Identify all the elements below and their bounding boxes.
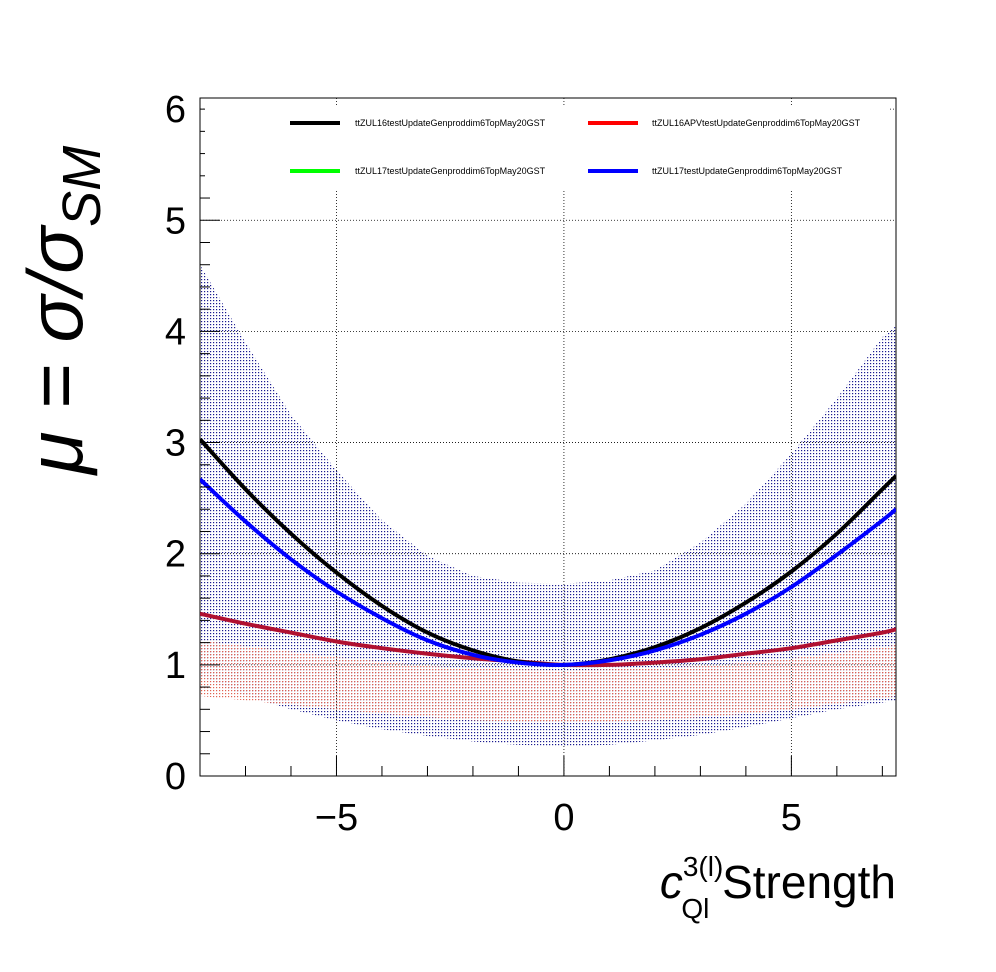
y-tick-label-0: 0 — [165, 756, 186, 798]
y-tick-label-5: 5 — [165, 200, 186, 242]
legend-label-2: ttZUL17testUpdateGenproddim6TopMay20GST — [355, 166, 546, 176]
x-tick-label-1: 0 — [553, 797, 574, 839]
band-1 — [200, 640, 896, 723]
x-tick-label-2: 5 — [781, 797, 802, 839]
x-tick-label-0: −5 — [315, 797, 358, 839]
legend-label-1: ttZUL16APVtestUpdateGenproddim6TopMay20G… — [652, 118, 861, 128]
legend-label-0: ttZUL16testUpdateGenproddim6TopMay20GST — [355, 118, 546, 128]
y-tick-label-3: 3 — [165, 423, 186, 465]
legend-box — [205, 105, 890, 190]
legend-label-3: ttZUL17testUpdateGenproddim6TopMay20GST — [652, 166, 843, 176]
y-axis-title: μ = σ/σSM — [11, 146, 112, 476]
legend: ttZUL16testUpdateGenproddim6TopMay20GST … — [205, 105, 890, 190]
axis-tick-labels: −5 0 5 0 1 2 3 4 5 6 — [165, 89, 802, 839]
x-axis-title: c3(l) Ql Strength — [660, 851, 896, 924]
series-line-3 — [200, 477, 896, 667]
y-tick-label-6: 6 — [165, 89, 186, 131]
y-tick-label-1: 1 — [165, 645, 186, 687]
y-tick-label-4: 4 — [165, 311, 186, 353]
y-tick-label-2: 2 — [165, 534, 186, 576]
series-lines — [200, 437, 896, 668]
